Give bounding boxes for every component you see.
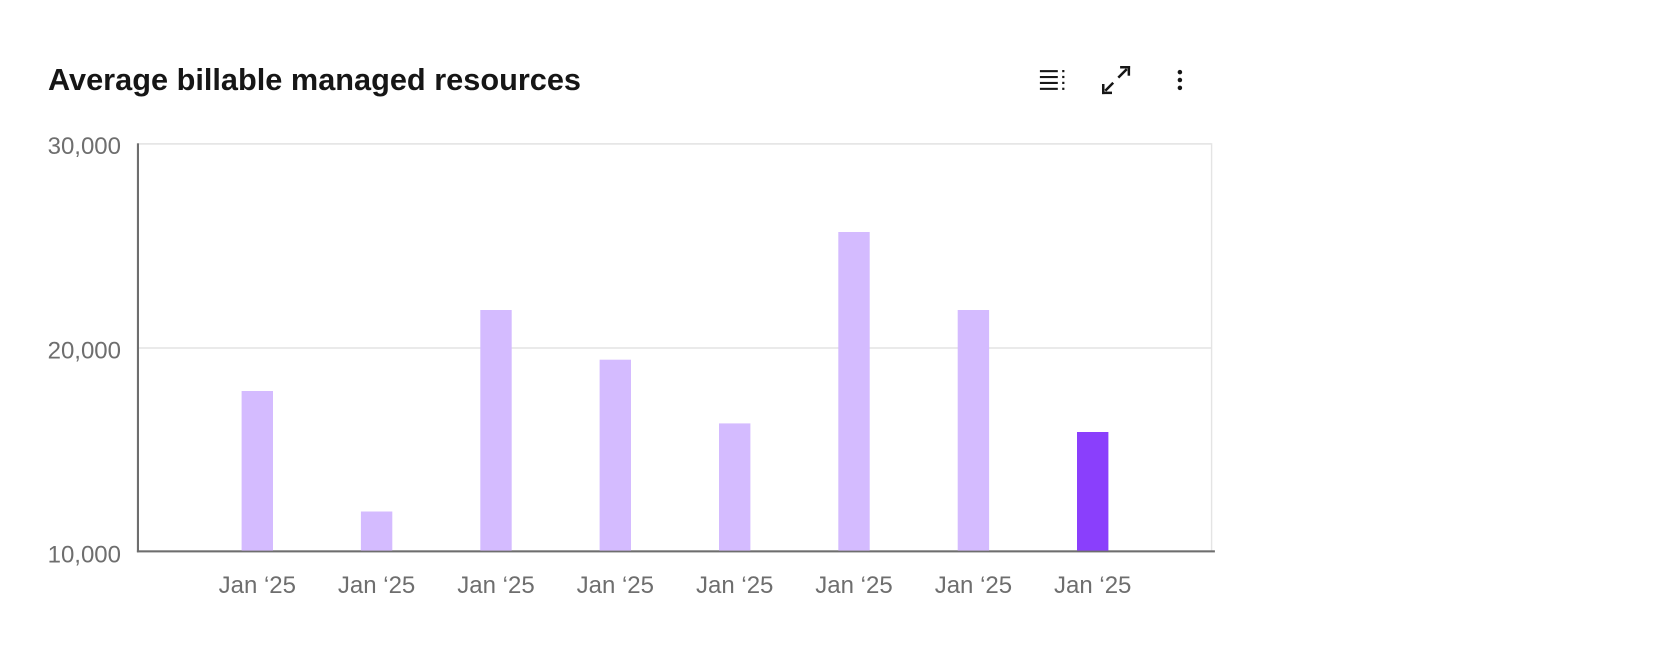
svg-text:Jan ‘25: Jan ‘25 bbox=[219, 572, 296, 599]
svg-text:Average billable managed resou: Average billable managed resources bbox=[48, 62, 581, 97]
svg-text:30,000: 30,000 bbox=[48, 133, 121, 160]
svg-text:20,000: 20,000 bbox=[48, 337, 121, 364]
svg-text:Jan ‘25: Jan ‘25 bbox=[457, 572, 534, 599]
svg-text:10,000: 10,000 bbox=[48, 542, 121, 569]
svg-text:Jan ‘25: Jan ‘25 bbox=[696, 572, 773, 599]
svg-text:Jan ‘25: Jan ‘25 bbox=[577, 572, 654, 599]
svg-text:Jan ‘25: Jan ‘25 bbox=[1054, 572, 1131, 599]
svg-text:Jan ‘25: Jan ‘25 bbox=[935, 572, 1012, 599]
svg-text:Jan ‘25: Jan ‘25 bbox=[815, 572, 892, 599]
svg-text:Jan ‘25: Jan ‘25 bbox=[338, 572, 415, 599]
